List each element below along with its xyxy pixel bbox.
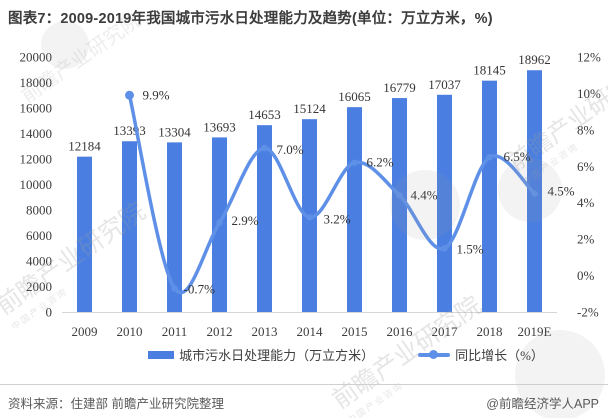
watermark-logo xyxy=(498,158,562,222)
y-axis-right-tick: 6% xyxy=(577,159,595,174)
line-marker xyxy=(171,285,178,292)
y-axis-left-tick: 0 xyxy=(46,305,53,320)
credit-note: @前瞻经济学人APP xyxy=(486,397,599,411)
line-marker xyxy=(396,192,403,199)
y-axis-right-tick: -2% xyxy=(577,305,599,320)
x-axis-tick: 2011 xyxy=(162,324,188,339)
bar-value-label: 18145 xyxy=(473,63,506,78)
bar-value-label: 18962 xyxy=(518,52,551,67)
legend-bar-label: 城市污水日处理能力（万立方米） xyxy=(179,348,375,363)
x-axis-tick: 2018 xyxy=(477,324,503,339)
chart-title: 图表7：2009-2019年我国城市污水日处理能力及趋势(单位：万立方米，%) xyxy=(8,11,493,27)
bar xyxy=(347,107,362,312)
line-value-label: 2.9% xyxy=(232,213,259,228)
watermark-logo xyxy=(390,170,460,240)
y-axis-left-tick: 8000 xyxy=(26,203,52,218)
bar-value-label: 13304 xyxy=(158,124,191,139)
y-axis-left-tick: 12000 xyxy=(20,152,53,167)
legend-line-label: 同比增长（%） xyxy=(455,348,544,363)
x-axis-tick: 2010 xyxy=(117,324,143,339)
line-value-label: 6.5% xyxy=(504,149,531,164)
legend-item-bar: 城市污水日处理能力（万立方米） xyxy=(148,345,374,364)
x-axis-tick: 2015 xyxy=(342,324,368,339)
y-axis-right-tick: 8% xyxy=(577,122,595,137)
bar-value-label: 16779 xyxy=(383,80,416,95)
y-axis-left-tick: 14000 xyxy=(20,126,53,141)
line-value-label: 1.5% xyxy=(457,241,484,256)
bar-value-label: 14653 xyxy=(248,107,281,122)
line-marker xyxy=(531,190,538,197)
bar-value-label: 13393 xyxy=(113,123,146,138)
chart-legend: 城市污水日处理能力（万立方米） 同比增长（%） xyxy=(42,345,608,364)
bar-value-label: 12184 xyxy=(68,139,101,154)
line-marker xyxy=(351,159,358,166)
bar xyxy=(167,142,182,312)
y-axis-left-tick: 18000 xyxy=(20,75,53,90)
x-axis-tick: 2017 xyxy=(432,324,459,339)
line-value-label: 9.9% xyxy=(143,87,170,102)
line-value-label: 4.4% xyxy=(411,187,438,202)
x-axis-tick: 2016 xyxy=(387,324,414,339)
line-value-label: 6.2% xyxy=(367,155,394,170)
line-value-label: 3.2% xyxy=(324,211,351,226)
line-marker xyxy=(441,245,448,252)
y-axis-left-tick: 10000 xyxy=(20,177,53,192)
line-marker xyxy=(125,90,134,100)
x-axis-tick: 2013 xyxy=(252,324,278,339)
bar xyxy=(392,98,407,312)
x-axis-tick: 2009 xyxy=(72,324,98,339)
bar-value-label: 17037 xyxy=(428,77,461,92)
bar xyxy=(482,80,497,313)
x-axis-tick: 2019E xyxy=(518,324,552,339)
bar xyxy=(212,137,227,312)
y-axis-right-tick: 12% xyxy=(577,50,601,65)
bar-value-label: 15124 xyxy=(293,101,326,116)
bar xyxy=(437,94,452,312)
bar-value-label: 13693 xyxy=(203,119,236,134)
y-axis-right-tick: 0% xyxy=(577,268,595,283)
bar-swatch-icon xyxy=(148,350,175,359)
y-axis-left-tick: 16000 xyxy=(20,101,53,116)
y-axis-left-tick: 4000 xyxy=(26,254,52,269)
line-marker xyxy=(306,214,313,221)
y-axis-left-tick: 2000 xyxy=(26,279,52,294)
y-axis-right-tick: 2% xyxy=(577,232,595,247)
y-axis-left-tick: 6000 xyxy=(26,228,52,243)
line-value-label: 7.0% xyxy=(277,142,304,157)
bar xyxy=(77,156,92,312)
line-value-label: -0.7% xyxy=(184,281,216,296)
footer: 资料来源：住建部 前瞻产业研究院整理 @前瞻经济学人APP xyxy=(0,384,608,417)
x-axis-tick: 2012 xyxy=(207,324,233,339)
watermark-text: 前瞻产业研究院 中国产业咨询 xyxy=(0,197,151,332)
bar xyxy=(527,70,542,312)
x-axis-tick: 2014 xyxy=(297,324,324,339)
growth-line xyxy=(127,93,537,295)
watermark-text: 前瞻产业研究院 中国产业咨询 xyxy=(504,58,608,188)
line-value-label: 4.5% xyxy=(548,184,575,199)
line-marker xyxy=(216,219,223,226)
bar xyxy=(257,125,272,312)
y-axis-right-tick: 4% xyxy=(577,195,595,210)
source-note: 资料来源：住建部 前瞻产业研究院整理 xyxy=(8,397,224,411)
bar xyxy=(122,141,137,312)
line-marker xyxy=(486,153,493,161)
legend-item-line: 同比增长（%） xyxy=(418,345,544,364)
bar-value-label: 16065 xyxy=(338,89,371,104)
watermark-logo xyxy=(41,21,89,69)
line-marker xyxy=(261,144,268,152)
bar xyxy=(302,119,317,312)
y-axis-right-tick: 10% xyxy=(577,86,601,101)
y-axis-left-tick: 20000 xyxy=(20,50,53,65)
line-swatch-icon xyxy=(418,350,451,359)
